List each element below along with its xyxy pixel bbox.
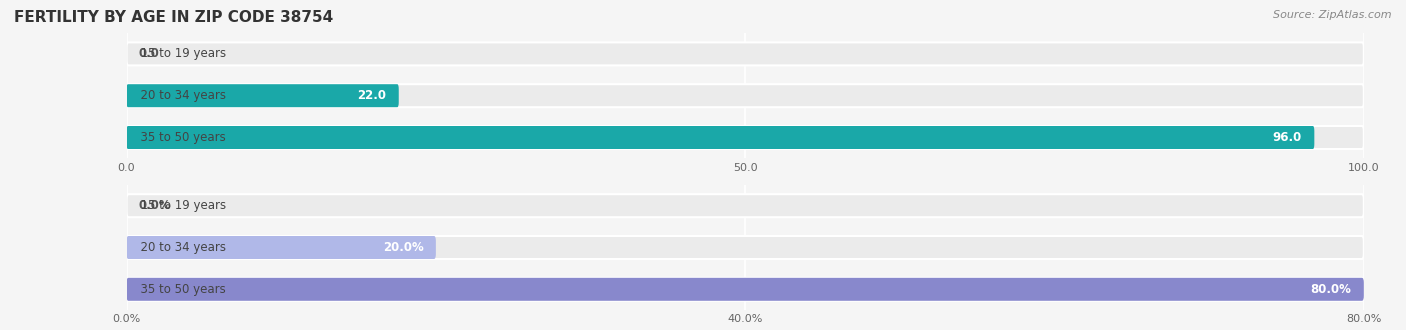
Text: 15 to 19 years: 15 to 19 years [132,199,226,212]
FancyBboxPatch shape [127,126,1315,149]
FancyBboxPatch shape [127,126,1364,149]
Text: 20 to 34 years: 20 to 34 years [132,241,226,254]
Text: 20.0%: 20.0% [382,241,423,254]
FancyBboxPatch shape [127,194,1364,217]
Text: 20 to 34 years: 20 to 34 years [132,89,226,102]
FancyBboxPatch shape [127,278,1364,301]
Text: 15 to 19 years: 15 to 19 years [132,48,226,60]
Text: 96.0: 96.0 [1272,131,1302,144]
Text: Source: ZipAtlas.com: Source: ZipAtlas.com [1274,10,1392,20]
Text: 80.0%: 80.0% [1310,283,1351,296]
FancyBboxPatch shape [127,236,436,259]
Text: 35 to 50 years: 35 to 50 years [132,283,225,296]
FancyBboxPatch shape [127,42,1364,65]
FancyBboxPatch shape [127,236,1364,259]
FancyBboxPatch shape [127,84,1364,107]
Text: 0.0%: 0.0% [139,199,172,212]
FancyBboxPatch shape [127,278,1364,301]
Text: 22.0: 22.0 [357,89,387,102]
Text: FERTILITY BY AGE IN ZIP CODE 38754: FERTILITY BY AGE IN ZIP CODE 38754 [14,10,333,25]
Text: 35 to 50 years: 35 to 50 years [132,131,225,144]
FancyBboxPatch shape [127,84,399,107]
Text: 0.0: 0.0 [139,48,160,60]
